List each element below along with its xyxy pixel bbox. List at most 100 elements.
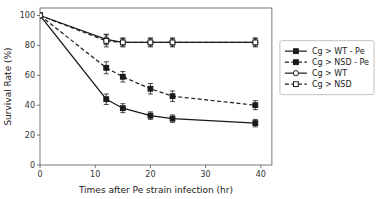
error-cap [120, 112, 125, 113]
x-tick [40, 165, 41, 168]
error-cap [120, 71, 125, 72]
error-cap [148, 93, 153, 94]
y-tick [37, 45, 40, 46]
error-cap [104, 34, 109, 35]
point [148, 40, 153, 45]
error-cap [170, 122, 175, 123]
point [253, 103, 258, 108]
error-bar [253, 39, 258, 46]
error-bar [170, 39, 175, 46]
error-cap [170, 90, 175, 91]
error-cap [253, 109, 258, 110]
legend-marker [293, 71, 298, 76]
point [253, 40, 258, 45]
error-bar [104, 94, 109, 104]
x-tick [260, 165, 261, 168]
series [40, 13, 258, 127]
point [170, 40, 175, 45]
y-tick [37, 135, 40, 136]
x-axis-label: Times after Pe strain infection (hr) [78, 185, 233, 195]
point [40, 13, 42, 18]
point [148, 40, 153, 45]
error-bar [253, 119, 258, 126]
error-bar [148, 39, 153, 46]
y-tick-label: 40 [25, 101, 35, 110]
y-tick-label: 100 [20, 11, 35, 20]
y-tick [37, 75, 40, 76]
point [120, 106, 125, 111]
x-tick [150, 165, 151, 168]
legend-item: Cg > NSD [285, 80, 352, 89]
error-cap [253, 37, 258, 38]
point [253, 40, 258, 45]
error-cap [253, 100, 258, 101]
error-cap [170, 46, 175, 47]
point [104, 97, 109, 102]
y-tick [37, 105, 40, 106]
error-cap [104, 34, 109, 35]
y-axis-label: Survival Rate (%) [3, 47, 13, 125]
chart: 010203040020406080100Times after Pe stra… [0, 0, 378, 199]
error-cap [120, 37, 125, 38]
point [120, 40, 125, 45]
point [148, 113, 153, 118]
error-cap [120, 46, 125, 47]
error-cap [104, 93, 109, 94]
legend-frame [280, 41, 374, 95]
point [120, 40, 125, 45]
point [170, 40, 175, 45]
y-tick-label: 80 [25, 41, 35, 50]
point [253, 121, 258, 126]
plot-area [40, 13, 258, 127]
error-bar [120, 72, 125, 82]
legend-marker [293, 60, 298, 65]
series [40, 13, 258, 46]
legend-label: Cg > NSD - Pe [312, 58, 369, 67]
error-cap [104, 73, 109, 74]
error-bar [170, 38, 175, 47]
error-cap [253, 46, 258, 47]
point [170, 116, 175, 121]
point [104, 65, 109, 70]
y-tick-label: 20 [25, 131, 35, 140]
point [40, 13, 43, 18]
x-tick-label: 0 [37, 170, 42, 179]
error-bar [104, 35, 109, 47]
series-line [40, 15, 255, 123]
error-cap [170, 114, 175, 115]
legend-label: Cg > WT - Pe [312, 47, 365, 56]
y-tick [37, 15, 40, 16]
legend-marker [293, 82, 298, 87]
error-cap [148, 46, 153, 47]
error-cap [253, 119, 258, 120]
point [170, 94, 175, 99]
error-cap [104, 104, 109, 105]
point [40, 13, 42, 18]
legend-item: Cg > WT [285, 69, 347, 78]
error-cap [148, 111, 153, 112]
series-line [40, 15, 255, 42]
error-cap [120, 103, 125, 104]
error-bar [170, 115, 175, 122]
legend-label: Cg > NSD [312, 80, 352, 89]
error-bar [120, 38, 125, 47]
x-tick [95, 165, 96, 168]
error-bar [148, 38, 153, 47]
x-tick-label: 10 [90, 170, 100, 179]
legend-marker [293, 49, 298, 54]
point [104, 38, 109, 43]
error-cap [148, 37, 153, 38]
error-bar [148, 84, 153, 94]
error-cap [104, 61, 109, 62]
legend-item: Cg > WT - Pe [285, 47, 365, 56]
error-cap [253, 126, 258, 127]
legend-label: Cg > WT [312, 69, 347, 78]
series [40, 13, 258, 47]
x-tick-label: 40 [256, 170, 266, 179]
error-bar [253, 101, 258, 110]
error-bar [120, 104, 125, 113]
error-bar [170, 91, 175, 101]
error-bar [104, 62, 109, 74]
y-tick-label: 60 [25, 71, 35, 80]
series [40, 13, 258, 110]
